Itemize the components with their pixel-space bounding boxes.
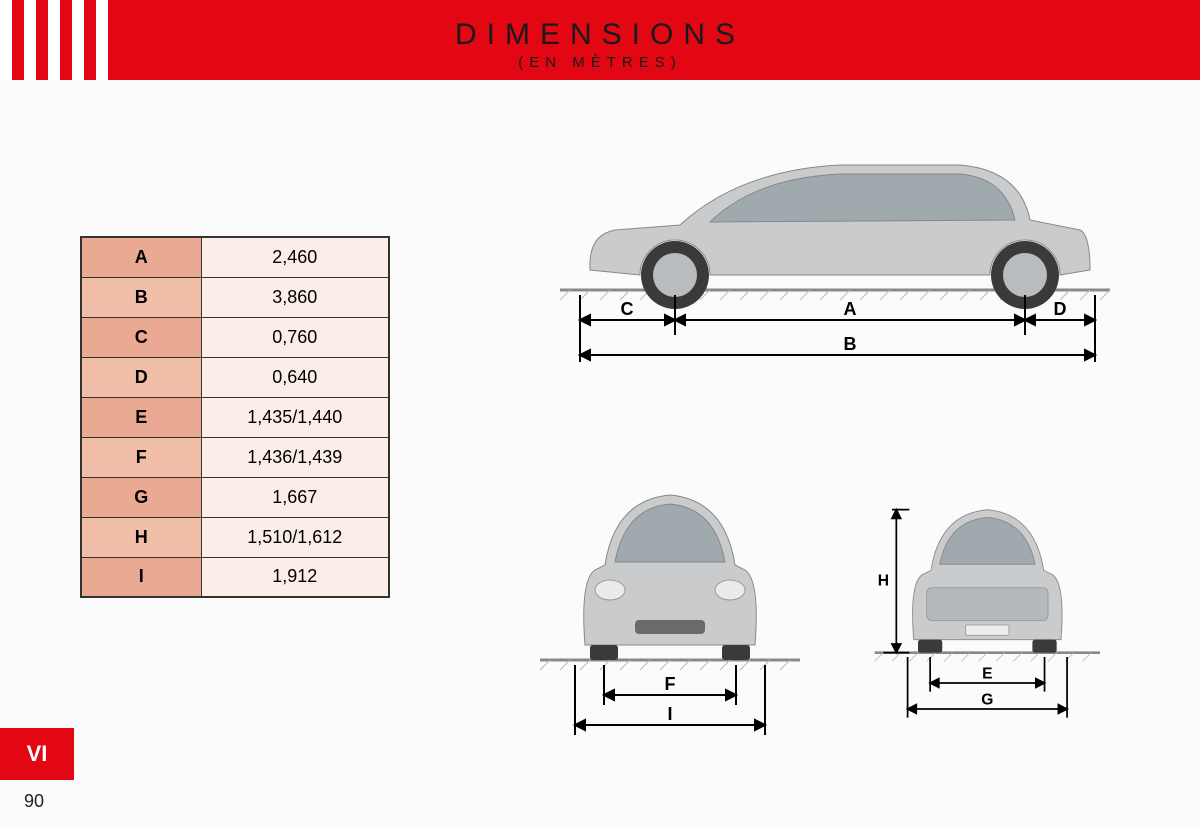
- dim-label-b: B: [844, 334, 857, 354]
- dim-label-i: I: [667, 704, 672, 724]
- dim-value-cell: 1,912: [201, 557, 389, 597]
- table-row: E1,435/1,440: [81, 397, 389, 437]
- car-front-view: F I: [540, 470, 800, 740]
- table-row: A2,460: [81, 237, 389, 277]
- table-row: C0,760: [81, 317, 389, 357]
- dim-label-c: C: [621, 299, 634, 319]
- dim-label-cell: B: [81, 277, 201, 317]
- chapter-label: VI: [27, 741, 48, 767]
- table-row: B3,860: [81, 277, 389, 317]
- table-row: G1,667: [81, 477, 389, 517]
- dim-value-cell: 1,510/1,612: [201, 517, 389, 557]
- dim-value-cell: 0,760: [201, 317, 389, 357]
- dim-label-cell: E: [81, 397, 201, 437]
- car-rear-view: H E G: [840, 470, 1100, 740]
- page-number: 90: [24, 791, 44, 812]
- car-side-view: C A D B: [560, 140, 1110, 370]
- header-bar: DIMENSIONS (EN MÈTRES): [0, 0, 1200, 80]
- dim-label-cell: A: [81, 237, 201, 277]
- dim-label-f: F: [665, 674, 676, 694]
- header-title-wrap: DIMENSIONS (EN MÈTRES): [455, 10, 745, 71]
- table-row: F1,436/1,439: [81, 437, 389, 477]
- dim-label-cell: I: [81, 557, 201, 597]
- dim-value-cell: 1,667: [201, 477, 389, 517]
- dim-label-cell: H: [81, 517, 201, 557]
- page-title: DIMENSIONS: [455, 18, 745, 52]
- dim-label-cell: C: [81, 317, 201, 357]
- dim-value-cell: 0,640: [201, 357, 389, 397]
- dim-label-e: E: [982, 665, 992, 682]
- dim-value-cell: 1,436/1,439: [201, 437, 389, 477]
- table-row: I1,912: [81, 557, 389, 597]
- header-stripes: [0, 0, 130, 80]
- dim-value-cell: 3,860: [201, 277, 389, 317]
- chapter-tab: VI: [0, 728, 74, 780]
- dim-label-cell: D: [81, 357, 201, 397]
- dimensions-table: A2,460B3,860C0,760D0,640E1,435/1,440F1,4…: [80, 236, 390, 598]
- table-row: D0,640: [81, 357, 389, 397]
- dim-label-g: G: [981, 691, 993, 708]
- dim-label-h: H: [878, 573, 889, 590]
- dim-label-cell: G: [81, 477, 201, 517]
- table-row: H1,510/1,612: [81, 517, 389, 557]
- dim-label-a: A: [844, 299, 857, 319]
- dim-value-cell: 2,460: [201, 237, 389, 277]
- dim-value-cell: 1,435/1,440: [201, 397, 389, 437]
- dim-label-cell: F: [81, 437, 201, 477]
- dim-label-d: D: [1054, 299, 1067, 319]
- diagrams-area: C A D B: [500, 140, 1140, 780]
- page-subtitle: (EN MÈTRES): [455, 54, 745, 71]
